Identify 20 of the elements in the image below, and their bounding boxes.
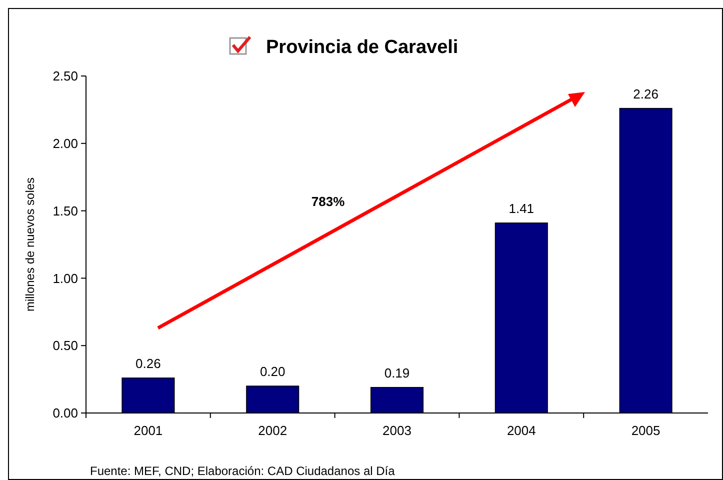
x-tick-label: 2003 bbox=[382, 423, 412, 438]
x-tick-label: 2002 bbox=[258, 423, 288, 438]
x-tick-label: 2005 bbox=[631, 423, 660, 438]
chart-title: Provincia de Caraveli bbox=[266, 37, 458, 58]
y-tick-label: 2.00 bbox=[52, 136, 78, 151]
y-tick-label: 0.00 bbox=[52, 406, 78, 421]
y-tick-label: 1.50 bbox=[52, 203, 78, 218]
source-note: Fuente: MEF, CND; Elaboración: CAD Ciudadanos al Día bbox=[90, 464, 396, 478]
data-label: 0.20 bbox=[260, 364, 286, 380]
y-axis-title: millones de nuevos soles bbox=[23, 177, 37, 312]
y-tick-label: 1.00 bbox=[52, 270, 78, 286]
data-label: 2.26 bbox=[633, 86, 658, 102]
y-tick-label: 0.50 bbox=[52, 338, 78, 354]
data-label: 0.19 bbox=[384, 365, 410, 380]
y-tick-label: 2.50 bbox=[52, 68, 78, 84]
x-tick-label: 2004 bbox=[506, 423, 536, 438]
annotation: 783% bbox=[311, 194, 346, 209]
x-tick-label: 2001 bbox=[134, 423, 163, 438]
data-label: 0.26 bbox=[136, 356, 161, 371]
data-label: 1.41 bbox=[508, 200, 534, 216]
